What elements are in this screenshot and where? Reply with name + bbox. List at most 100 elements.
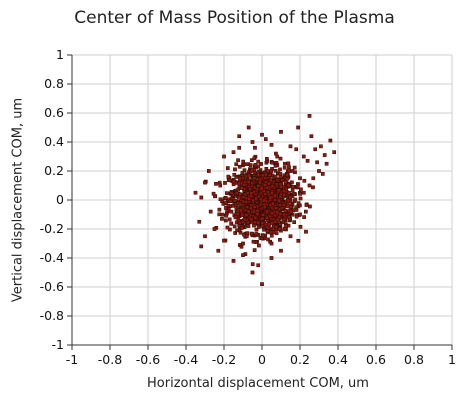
data-point xyxy=(270,184,275,189)
data-point xyxy=(278,167,282,172)
data-point xyxy=(278,211,283,216)
data-point xyxy=(277,203,282,207)
data-point xyxy=(307,183,312,188)
data-point xyxy=(298,191,302,196)
data-point xyxy=(270,160,275,165)
data-point xyxy=(262,198,266,203)
data-point xyxy=(282,203,287,207)
data-point xyxy=(290,180,294,185)
x-tick-label: 1 xyxy=(448,352,456,367)
data-point xyxy=(245,191,250,195)
data-point xyxy=(214,181,218,186)
data-point xyxy=(328,138,333,143)
data-point xyxy=(222,238,226,243)
data-point xyxy=(265,229,270,233)
data-point xyxy=(216,248,221,253)
y-tick-label: -0.2 xyxy=(40,221,64,236)
data-point xyxy=(239,186,244,190)
data-point xyxy=(231,150,236,155)
data-point xyxy=(307,114,312,118)
data-point xyxy=(259,186,264,191)
chart-title: Center of Mass Position of the Plasma xyxy=(74,8,395,28)
data-point xyxy=(267,222,271,227)
data-point xyxy=(309,134,314,139)
data-point xyxy=(294,147,299,152)
data-point xyxy=(265,209,269,214)
data-point xyxy=(282,165,287,170)
x-tick-label: -0.6 xyxy=(136,352,160,367)
data-point xyxy=(269,169,274,174)
data-point xyxy=(317,169,321,173)
data-point xyxy=(242,217,247,222)
data-point xyxy=(288,144,293,149)
data-point xyxy=(273,168,278,173)
data-point xyxy=(282,217,286,222)
data-point xyxy=(254,196,258,201)
data-point xyxy=(283,209,288,213)
data-point xyxy=(294,214,299,219)
data-point xyxy=(235,212,240,216)
data-point xyxy=(260,212,265,217)
x-tick-label: 0.4 xyxy=(328,352,348,367)
data-point xyxy=(290,185,295,189)
data-point xyxy=(275,210,280,214)
data-point xyxy=(248,187,252,191)
data-point xyxy=(263,137,268,141)
data-point xyxy=(276,188,281,193)
data-point xyxy=(223,196,228,200)
data-point xyxy=(223,181,227,185)
data-point xyxy=(250,262,255,266)
data-point xyxy=(282,161,287,166)
data-point xyxy=(237,195,241,200)
data-point xyxy=(273,206,278,211)
data-point xyxy=(218,183,223,188)
data-point xyxy=(257,194,261,199)
x-tick-label: 0.8 xyxy=(404,352,424,367)
data-point xyxy=(203,234,207,239)
x-tick-label: 0.2 xyxy=(290,352,310,367)
data-point xyxy=(258,180,262,185)
data-point xyxy=(193,190,198,195)
data-point xyxy=(208,209,213,214)
data-point xyxy=(287,165,291,169)
data-point xyxy=(278,172,283,176)
data-point xyxy=(261,189,266,193)
data-point xyxy=(250,140,255,144)
y-tick-label: -0.6 xyxy=(40,279,64,294)
data-point xyxy=(252,223,256,228)
data-point xyxy=(298,196,303,201)
data-point xyxy=(293,197,298,202)
data-point xyxy=(271,230,276,235)
data-point xyxy=(206,169,211,173)
data-point xyxy=(224,213,229,218)
data-point xyxy=(246,209,251,214)
data-point xyxy=(279,184,283,189)
data-point xyxy=(286,169,291,173)
data-point xyxy=(269,241,274,246)
data-point xyxy=(222,154,226,159)
y-tick-label: 0.4 xyxy=(44,134,64,149)
data-point xyxy=(249,217,254,222)
data-point xyxy=(251,239,256,244)
data-point xyxy=(285,176,290,181)
data-point xyxy=(245,205,249,210)
data-point xyxy=(285,173,290,177)
data-point xyxy=(286,198,291,203)
data-point xyxy=(249,231,254,236)
data-point xyxy=(283,224,288,228)
x-tick-label: -0.8 xyxy=(98,352,122,367)
data-point xyxy=(253,145,257,150)
y-tick-label: 0.2 xyxy=(44,163,64,178)
data-point xyxy=(288,234,293,239)
data-point xyxy=(266,190,270,194)
data-point xyxy=(251,198,256,203)
data-point xyxy=(233,167,237,172)
data-point xyxy=(290,188,295,193)
data-point xyxy=(227,217,232,222)
data-point xyxy=(229,209,234,214)
y-tick-label: 0 xyxy=(56,192,64,207)
data-point xyxy=(332,150,337,155)
data-point xyxy=(257,243,261,248)
data-point xyxy=(236,158,240,163)
data-point xyxy=(299,187,303,192)
